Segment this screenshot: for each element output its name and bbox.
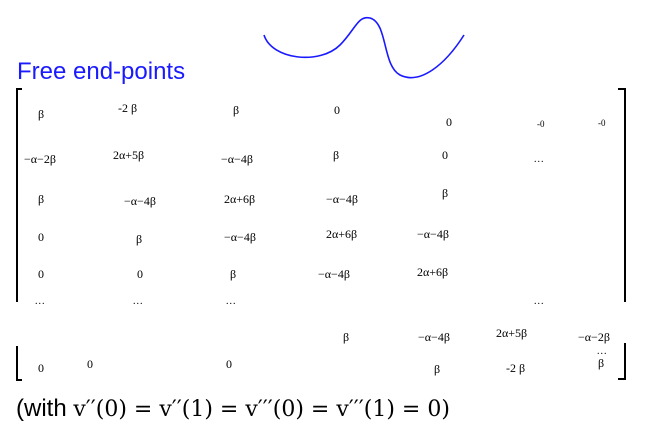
matrix-left-bracket-bottom bbox=[16, 346, 22, 381]
matrix-cell: −α−4β bbox=[221, 152, 253, 166]
matrix-right-bracket-bottom bbox=[618, 343, 626, 380]
matrix-cell: β bbox=[38, 192, 45, 206]
matrix-cell-ellipsis: ... bbox=[133, 296, 144, 307]
matrix-cell: β bbox=[434, 362, 441, 376]
matrix-cell: -0 bbox=[598, 118, 606, 128]
matrix-cell: -0 bbox=[537, 119, 545, 129]
matrix-cell: 0 bbox=[446, 115, 452, 129]
matrix-cell: −α−4β bbox=[124, 194, 156, 208]
matrix-cell: β bbox=[230, 267, 237, 281]
matrix-cell: β bbox=[136, 232, 143, 246]
matrix-cell: 0 bbox=[226, 357, 232, 371]
matrix-cell: β bbox=[442, 186, 449, 200]
matrix-cell: 2α+5β bbox=[496, 326, 528, 340]
matrix-cell: 2α+6β bbox=[417, 265, 449, 279]
matrix-cell: β bbox=[333, 148, 340, 162]
matrix-cell-ellipsis: ... bbox=[534, 296, 545, 307]
matrix-cell: β bbox=[343, 330, 350, 344]
matrix-cell: 0 bbox=[38, 361, 44, 375]
matrix-cell-ellipsis: ... bbox=[597, 346, 608, 357]
matrix-cell: 2α+5β bbox=[113, 148, 145, 162]
matrix-cell-ellipsis: ... bbox=[35, 296, 46, 307]
slide-title: Free end-points bbox=[17, 58, 186, 85]
matrix-cell: 0 bbox=[87, 357, 93, 371]
matrix-cell: β bbox=[38, 107, 45, 121]
matrix-cell-ellipsis: ... bbox=[226, 296, 237, 307]
matrix-left-bracket-top bbox=[16, 88, 22, 302]
matrix-cell: -2 β bbox=[118, 101, 138, 115]
matrix-cell: −α−4β bbox=[417, 227, 449, 241]
matrix-cell: −α−4β bbox=[224, 230, 256, 244]
matrix-cell: −α−2β bbox=[24, 152, 56, 166]
matrix-cell: β bbox=[233, 103, 240, 117]
matrix-cell: 2α+6β bbox=[224, 192, 256, 206]
matrix-cell: −α−4β bbox=[318, 267, 350, 281]
matrix-right-bracket-top bbox=[618, 88, 626, 302]
boundary-conditions-formula: v′′(0) = v′′(1) = v′′′(0) = v′′′(1) = 0) bbox=[73, 397, 450, 422]
boundary-conditions-note: (with v′′(0) = v′′(1) = v′′′(0) = v′′′(1… bbox=[16, 395, 450, 423]
matrix-cell: 0 bbox=[137, 267, 143, 281]
matrix-cell: 0 bbox=[38, 230, 44, 244]
matrix-cell: -2 β bbox=[506, 361, 526, 375]
matrix-cell: −α−2β bbox=[578, 330, 610, 344]
matrix-cell: −α−4β bbox=[326, 192, 358, 206]
footer-prefix: (with bbox=[16, 395, 74, 422]
matrix-cell: −α−4β bbox=[418, 330, 450, 344]
matrix-cell-ellipsis: ... bbox=[534, 154, 545, 165]
matrix-cell: 0 bbox=[442, 148, 448, 162]
matrix-cell: 0 bbox=[38, 267, 44, 281]
matrix-cell: β bbox=[598, 356, 605, 370]
matrix-cell: 2α+6β bbox=[326, 227, 358, 241]
matrix-cell: 0 bbox=[334, 103, 340, 117]
beam-curve-illustration bbox=[263, 16, 465, 79]
